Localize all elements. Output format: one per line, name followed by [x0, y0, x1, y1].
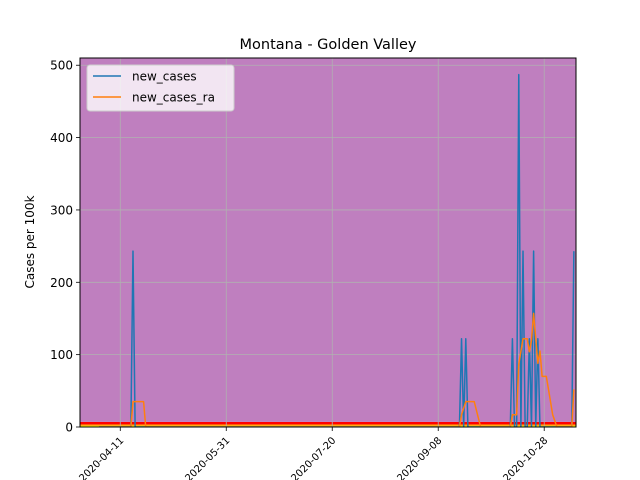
series-line-new_cases: [99, 73, 575, 427]
x-tick-label-4: 2020-10-28: [501, 435, 550, 480]
background-band-2: [80, 421, 576, 425]
x-axis: 2020-04-11 2020-05-31 2020-07-20 2020-09-08…: [78, 427, 550, 480]
y-axis: 0 100 200 300 400 500: [50, 59, 80, 435]
y-tick-label-3: 300: [50, 203, 73, 217]
y-tick-label-5: 500: [50, 59, 73, 73]
series-line-new_cases_ra: [99, 312, 575, 427]
y-tick-label-2: 200: [50, 276, 73, 290]
legend-label-new_cases: new_cases: [132, 70, 197, 84]
y-tick-label-4: 400: [50, 131, 73, 145]
plot-frame: [79, 57, 577, 428]
x-tick-label-0: 2020-04-11: [78, 435, 127, 480]
legend: new_cases new_cases_ra: [86, 64, 235, 112]
background-bands: [80, 58, 576, 427]
legend-label-new_cases_ra: new_cases_ra: [132, 91, 215, 105]
background-band-1: [80, 424, 576, 426]
series-layer: [99, 73, 575, 427]
y-axis-label: Cases per 100k: [23, 195, 37, 288]
x-tick-label-1: 2020-05-31: [183, 435, 232, 480]
x-tick-label-3: 2020-09-08: [395, 435, 444, 480]
chart-title: Montana - Golden Valley: [240, 37, 417, 53]
y-tick-label-0: 0: [65, 421, 73, 435]
y-tick-label-1: 100: [50, 348, 73, 362]
background-band-3: [80, 58, 576, 422]
x-tick-label-2: 2020-07-20: [289, 435, 338, 480]
legend-box: [86, 64, 235, 112]
